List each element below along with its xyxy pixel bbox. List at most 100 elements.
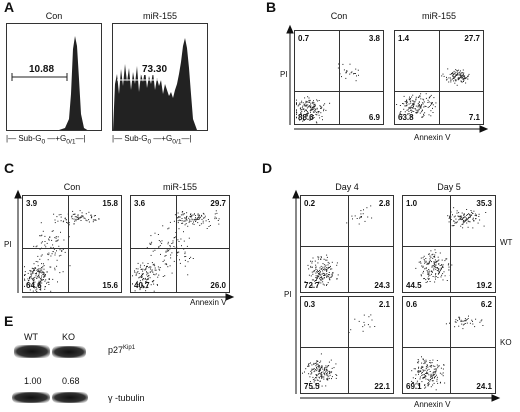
event-dot (186, 215, 188, 217)
event-dot (306, 113, 308, 115)
event-dot (463, 221, 465, 223)
event-dot (137, 268, 139, 270)
event-dot (39, 268, 41, 270)
event-dot (44, 288, 46, 290)
event-dot (152, 250, 154, 252)
event-dot (437, 382, 439, 384)
event-dot (326, 375, 328, 377)
event-dot (73, 218, 75, 220)
event-dot (181, 211, 183, 213)
event-dot (425, 106, 427, 107)
event-dot (149, 277, 151, 279)
event-dot (435, 262, 437, 264)
event-dot (175, 236, 177, 238)
event-dot (39, 235, 41, 237)
event-dot (462, 218, 464, 220)
event-dot (408, 98, 410, 100)
event-dot (433, 256, 435, 258)
event-dot (349, 73, 351, 75)
event-dot (458, 74, 460, 76)
event-dot (446, 79, 448, 81)
event-dot (415, 267, 417, 269)
event-dot (434, 266, 436, 268)
event-dot (457, 320, 459, 322)
event-dot (317, 273, 319, 275)
event-dot (417, 359, 419, 360)
event-dot (296, 112, 298, 114)
event-dot (134, 271, 136, 273)
event-dot (171, 272, 173, 274)
event-dot (318, 276, 320, 278)
event-dot (362, 326, 364, 328)
panel-c-letter: C (4, 160, 15, 176)
event-dot (201, 214, 202, 216)
event-dot (440, 268, 442, 270)
event-dot (313, 381, 315, 383)
event-dot (404, 111, 406, 113)
event-dot (322, 278, 324, 280)
event-dot (311, 115, 313, 117)
event-dot (454, 222, 456, 224)
event-dot (427, 372, 429, 374)
event-dot (421, 356, 422, 358)
event-dot (423, 259, 425, 261)
event-dot (43, 272, 45, 274)
event-dot (88, 211, 90, 213)
event-dot (331, 376, 333, 378)
event-dot (408, 107, 410, 109)
event-dot (439, 270, 441, 272)
event-dot (331, 276, 332, 278)
event-dot (326, 284, 327, 286)
ratio-ko: 0.68 (62, 376, 80, 386)
event-dot (315, 111, 317, 113)
event-dot (141, 273, 143, 275)
event-dot (316, 276, 318, 278)
event-dot (177, 217, 179, 219)
event-dot (405, 101, 407, 103)
event-dot (425, 282, 427, 283)
event-dot (154, 249, 156, 251)
event-dot (447, 215, 449, 217)
event-dot (309, 119, 311, 121)
event-dot (411, 370, 413, 372)
event-dot (317, 275, 319, 277)
event-dot (193, 213, 195, 215)
event-dot (317, 364, 319, 366)
event-dot (416, 111, 418, 113)
event-dot (314, 260, 316, 262)
event-dot (329, 371, 331, 373)
event-dot (313, 270, 315, 272)
event-dot (24, 279, 26, 281)
event-dot (322, 266, 324, 268)
event-dot (152, 280, 154, 282)
event-dot (436, 260, 437, 262)
event-dot (314, 270, 316, 272)
event-dot (415, 98, 417, 100)
event-dot (310, 109, 312, 111)
event-dot (214, 216, 216, 218)
event-dot (452, 225, 454, 227)
event-dot (423, 113, 424, 115)
event-dot (321, 376, 322, 378)
event-dot (57, 239, 59, 241)
event-dot (453, 70, 455, 72)
event-dot (37, 274, 39, 276)
event-dot (422, 358, 424, 360)
event-dot (304, 110, 305, 112)
event-dot (52, 251, 54, 252)
event-dot (424, 376, 426, 378)
event-dot (421, 371, 423, 373)
event-dot (315, 375, 317, 377)
event-dot (323, 277, 325, 279)
event-dot (454, 215, 456, 217)
event-dot (438, 263, 440, 265)
scatter-dots (415, 207, 487, 283)
event-dot (331, 261, 333, 263)
event-dot (41, 271, 43, 273)
event-dot (304, 104, 306, 106)
event-dot (320, 256, 322, 258)
event-dot (43, 268, 45, 270)
event-dot (323, 378, 325, 380)
event-dot (411, 380, 413, 382)
event-dot (461, 72, 463, 74)
